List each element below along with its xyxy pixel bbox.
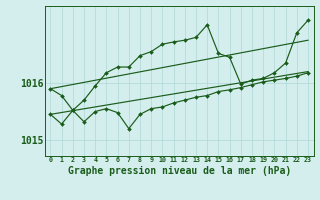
X-axis label: Graphe pression niveau de la mer (hPa): Graphe pression niveau de la mer (hPa): [68, 166, 291, 176]
